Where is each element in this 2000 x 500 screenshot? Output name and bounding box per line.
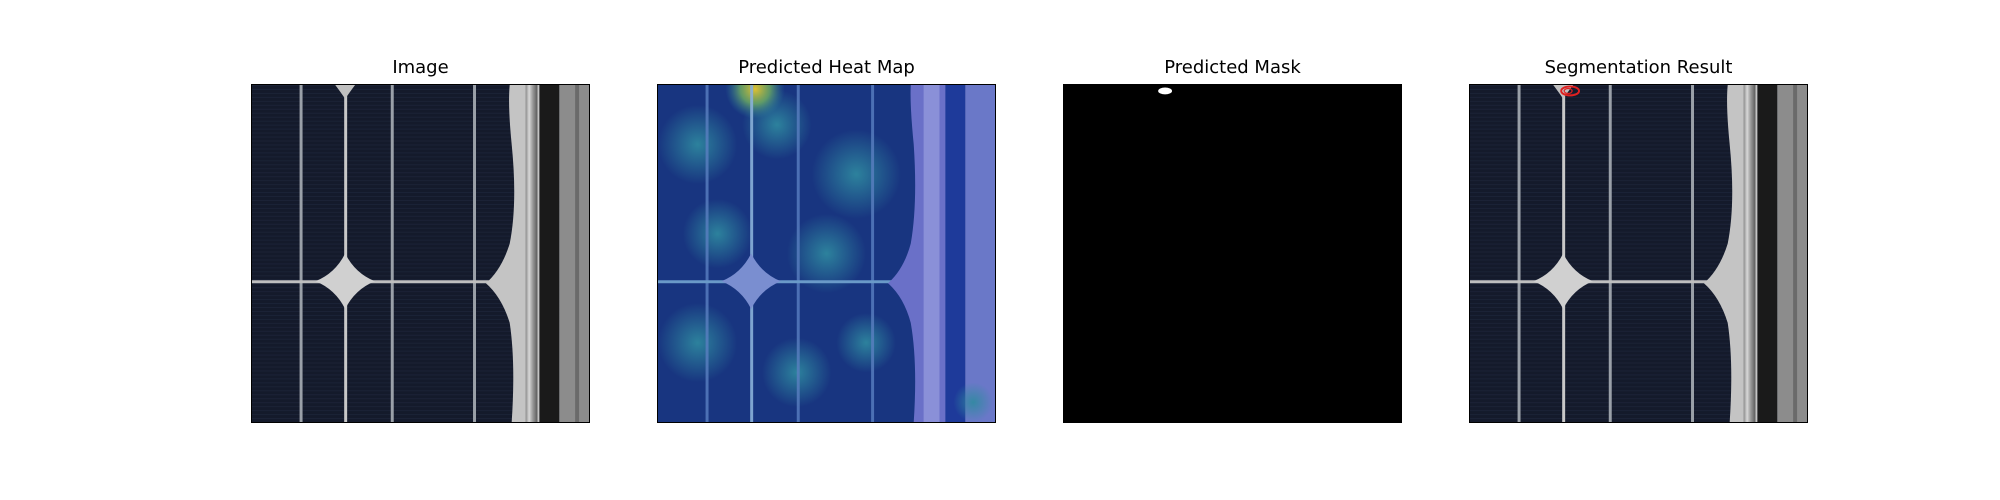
predicted-mask-image [1064, 85, 1401, 422]
solar-cell-image [252, 85, 589, 422]
mask-panel [1063, 84, 1402, 423]
panel-title-mask: Predicted Mask [1164, 57, 1301, 78]
heat-map-image [658, 85, 995, 422]
mask-region [1158, 87, 1173, 95]
red-contour-icon [1560, 85, 1581, 97]
segmentation-panel [1469, 84, 1808, 423]
panel-title-image: Image [392, 57, 449, 78]
image-panel [251, 84, 590, 423]
heat-map-panel [657, 84, 996, 423]
panel-title-segmentation: Segmentation Result [1544, 57, 1733, 78]
panel-title-heat-map: Predicted Heat Map [738, 57, 915, 78]
segmentation-result-image [1470, 85, 1807, 422]
